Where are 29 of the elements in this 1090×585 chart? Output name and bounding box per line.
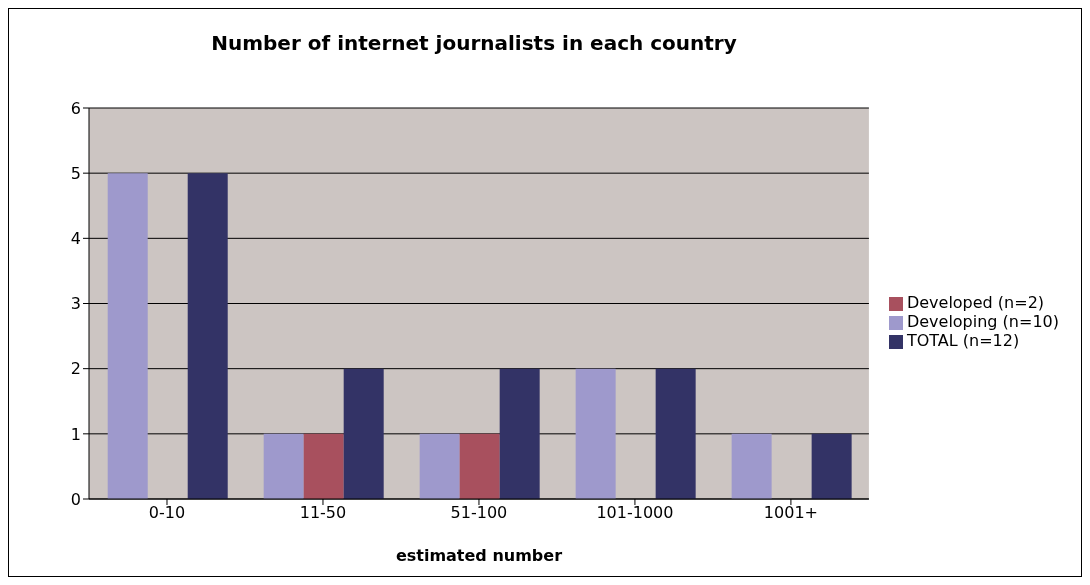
y-tick-label: 1 [70, 424, 81, 444]
bar [263, 433, 304, 499]
bar [499, 368, 540, 499]
x-tick-label: 0-10 [148, 503, 186, 523]
bar [811, 433, 852, 499]
y-tick-label: 3 [70, 294, 81, 314]
legend-label: Developing (n=10) [906, 312, 1059, 331]
x-tick-label: 101-1000 [596, 503, 674, 523]
legend-label: Developed (n=2) [906, 293, 1045, 312]
legend-label: TOTAL (n=12) [906, 331, 1020, 350]
x-tick-label: 1001+ [763, 503, 818, 523]
y-tick-label: 6 [70, 98, 81, 118]
bar [419, 433, 460, 499]
bar [343, 368, 384, 499]
bar [655, 368, 696, 499]
bar [731, 433, 772, 499]
bar [303, 433, 344, 499]
bar [107, 173, 148, 499]
y-tick-label: 0 [70, 489, 81, 509]
x-tick-label: 51-100 [450, 503, 508, 523]
y-tick-label: 4 [70, 229, 81, 249]
bar [459, 433, 500, 499]
y-tick-label: 2 [70, 359, 81, 379]
x-tick-label: 11-50 [299, 503, 347, 523]
chart-title: Number of internet journalists in each country [210, 31, 738, 55]
bar [187, 173, 228, 499]
bar [575, 368, 616, 499]
y-tick-label: 5 [70, 163, 81, 183]
x-axis-title: estimated number [395, 546, 563, 565]
